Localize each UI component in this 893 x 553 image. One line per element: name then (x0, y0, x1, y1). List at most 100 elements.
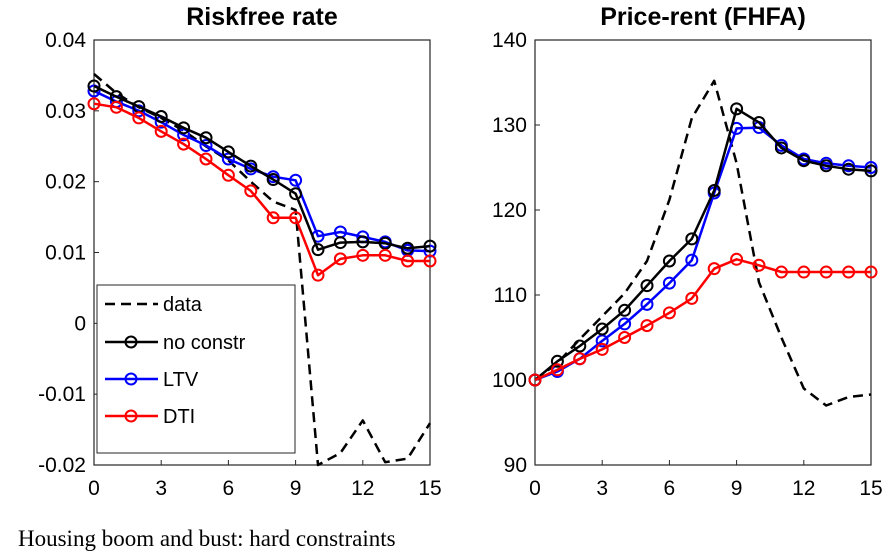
data-point (289, 211, 303, 225)
data-point (87, 97, 101, 111)
data-point (618, 317, 632, 331)
legend: data no constr LTV DTI (96, 284, 296, 454)
data-point (774, 141, 788, 155)
series-line-data (534, 79, 872, 407)
data-point (154, 110, 168, 123)
y-tick-label: 140 (492, 29, 527, 52)
data-point (356, 248, 370, 262)
y-tick-label: -0.02 (38, 454, 86, 477)
data-point (311, 268, 325, 282)
data-point (199, 152, 213, 166)
data-point (289, 187, 303, 201)
x-tick-label: 15 (859, 477, 882, 500)
data-point (177, 137, 191, 151)
y-tick-label: 0.03 (45, 100, 86, 123)
data-point (423, 244, 437, 258)
data-point (797, 265, 811, 279)
chart-title: Price-rent (FHFA) (600, 3, 806, 31)
data-point (595, 322, 609, 336)
data-point (423, 254, 437, 268)
data-point (730, 102, 744, 116)
data-point (154, 124, 168, 138)
series-no-constr (528, 102, 878, 387)
series-data (534, 79, 872, 407)
data-point (819, 265, 833, 279)
data-point (819, 159, 833, 173)
series-layer (528, 79, 878, 407)
legend-entry-no-constr: no constr (105, 332, 246, 354)
data-point (333, 252, 347, 266)
x-tick-label: 0 (529, 477, 541, 500)
data-point (177, 128, 191, 142)
x-tick-label: 12 (351, 477, 374, 500)
series-line-ltv (534, 126, 872, 382)
x-tick-label: 6 (223, 477, 235, 500)
y-ticks: 90 100 110 120 130 140 (492, 29, 540, 477)
legend-box (96, 284, 296, 454)
plot-frame (534, 39, 872, 466)
data-point (662, 276, 676, 290)
legend-label: DTI (163, 406, 195, 428)
y-tick-label: 130 (492, 114, 527, 137)
data-point (573, 352, 587, 366)
y-ticks: -0.02 -0.01 0 0.01 0.02 0.03 0.04 (38, 29, 99, 477)
data-point (356, 235, 370, 249)
x-tick-label: 12 (792, 477, 815, 500)
data-point (842, 265, 856, 279)
data-point (662, 254, 676, 268)
data-point (640, 297, 654, 311)
x-tick-label: 9 (290, 477, 302, 500)
data-point (730, 252, 744, 266)
data-point (87, 79, 101, 93)
price-rent-panel: Price-rent (FHFA) 90 100 110 120 130 140 0 3 6 9… (492, 3, 883, 500)
y-tick-label: 100 (492, 369, 527, 392)
data-point (662, 306, 676, 320)
legend-entry-dti: DTI (105, 406, 195, 428)
data-point (244, 159, 258, 173)
y-tick-label: 0.02 (45, 171, 86, 194)
data-point (423, 239, 437, 253)
x-tick-label: 9 (731, 477, 743, 500)
riskfree-rate-panel: Riskfree rate -0.02 -0.01 0 0.01 0.02 0.03 0.0… (38, 3, 442, 500)
x-tick-label: 15 (418, 477, 441, 500)
legend-entry-data: data (105, 294, 203, 316)
data-point (842, 162, 856, 176)
data-point (132, 111, 146, 125)
series-dti (87, 97, 437, 282)
series-line-no-constr (534, 107, 872, 381)
data-point (221, 168, 235, 182)
data-point (550, 363, 564, 377)
legend-marker (124, 409, 138, 423)
data-point (595, 342, 609, 356)
data-point (199, 131, 213, 145)
y-tick-label: 110 (494, 284, 527, 307)
y-tick-label: 0.01 (45, 242, 86, 265)
legend-entry-ltv: LTV (105, 369, 199, 391)
data-point (378, 248, 392, 262)
data-point (550, 354, 564, 368)
data-point (797, 154, 811, 168)
data-point (177, 121, 191, 135)
data-point (640, 279, 654, 293)
data-point (528, 373, 542, 387)
x-tick-label: 6 (664, 477, 676, 500)
data-point (289, 173, 303, 187)
series-line-dti (93, 102, 430, 277)
data-point (401, 241, 415, 255)
data-point (266, 173, 280, 187)
series-line-no-constr (93, 84, 431, 251)
data-point (244, 184, 258, 198)
x-ticks: 0 3 6 9 12 15 (529, 460, 883, 500)
data-point (752, 115, 766, 129)
legend-marker (124, 335, 138, 349)
data-point (266, 211, 280, 225)
data-point (640, 319, 654, 333)
y-tick-label: -0.01 (38, 383, 86, 406)
legend-marker (124, 372, 138, 386)
data-point (221, 152, 235, 166)
y-tick-label: 0.04 (45, 29, 86, 52)
data-point (685, 291, 699, 305)
data-point (109, 100, 123, 114)
data-point (685, 232, 699, 246)
